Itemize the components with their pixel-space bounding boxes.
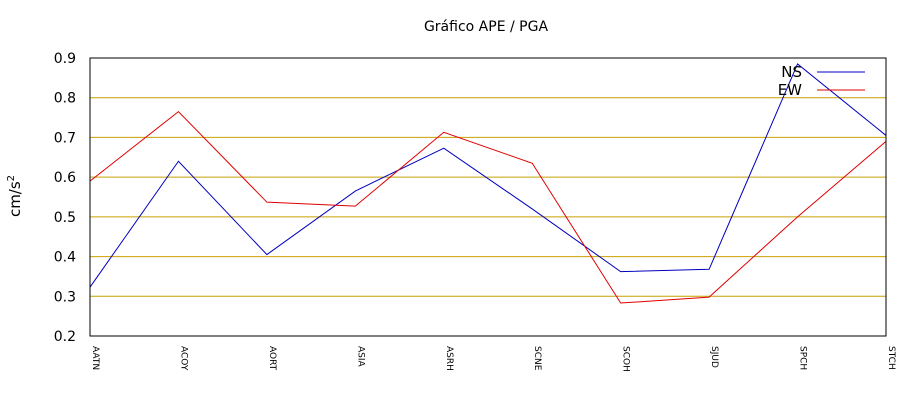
x-tick-label: AATN	[90, 346, 100, 370]
x-tick-label: SCOH	[621, 346, 631, 372]
x-tick-label: SCNE	[532, 346, 542, 371]
y-tick-label: 0.2	[54, 329, 76, 345]
y-tick-label: 0.7	[54, 130, 76, 146]
y-axis-label: cm/s2	[6, 175, 24, 217]
series-line-ns	[89, 63, 887, 288]
legend-label-ns: NS	[781, 63, 802, 81]
y-tick-labels: 0.2 0.3 0.4 0.5 0.6 0.7 0.8 0.9	[54, 51, 76, 345]
chart-title: Gráfico APE / PGA	[424, 19, 548, 35]
y-tick-label: 0.8	[54, 91, 76, 107]
y-tick-label: 0.9	[54, 51, 76, 67]
grid-lines	[90, 97, 886, 297]
legend-label-ew: EW	[778, 81, 802, 99]
x-tick-label: ASIA	[355, 346, 365, 368]
x-tick-label: AORT	[267, 346, 277, 371]
y-tick-label: 0.4	[54, 250, 76, 266]
y-axis-label-exponent: 2	[6, 175, 17, 181]
plot-frame	[89, 57, 887, 337]
y-tick-label: 0.5	[54, 210, 76, 226]
y-tick-label: 0.3	[54, 289, 76, 305]
series-lines	[89, 63, 887, 304]
x-tick-label: SJUD	[709, 346, 719, 368]
y-tick-label: 0.6	[54, 170, 76, 186]
y-axis-label-base: cm/s	[6, 181, 24, 217]
x-tick-label: STCH	[886, 346, 896, 370]
x-tick-label: ASRH	[444, 346, 454, 371]
x-tick-label: SPCH	[798, 346, 808, 370]
x-tick-labels: AATN ACOY AORT ASIA ASRH SCNE SCOH SJUD SPCH STCH	[90, 346, 896, 372]
x-tick-label: ACOY	[178, 346, 188, 371]
series-line-ew	[89, 110, 887, 304]
